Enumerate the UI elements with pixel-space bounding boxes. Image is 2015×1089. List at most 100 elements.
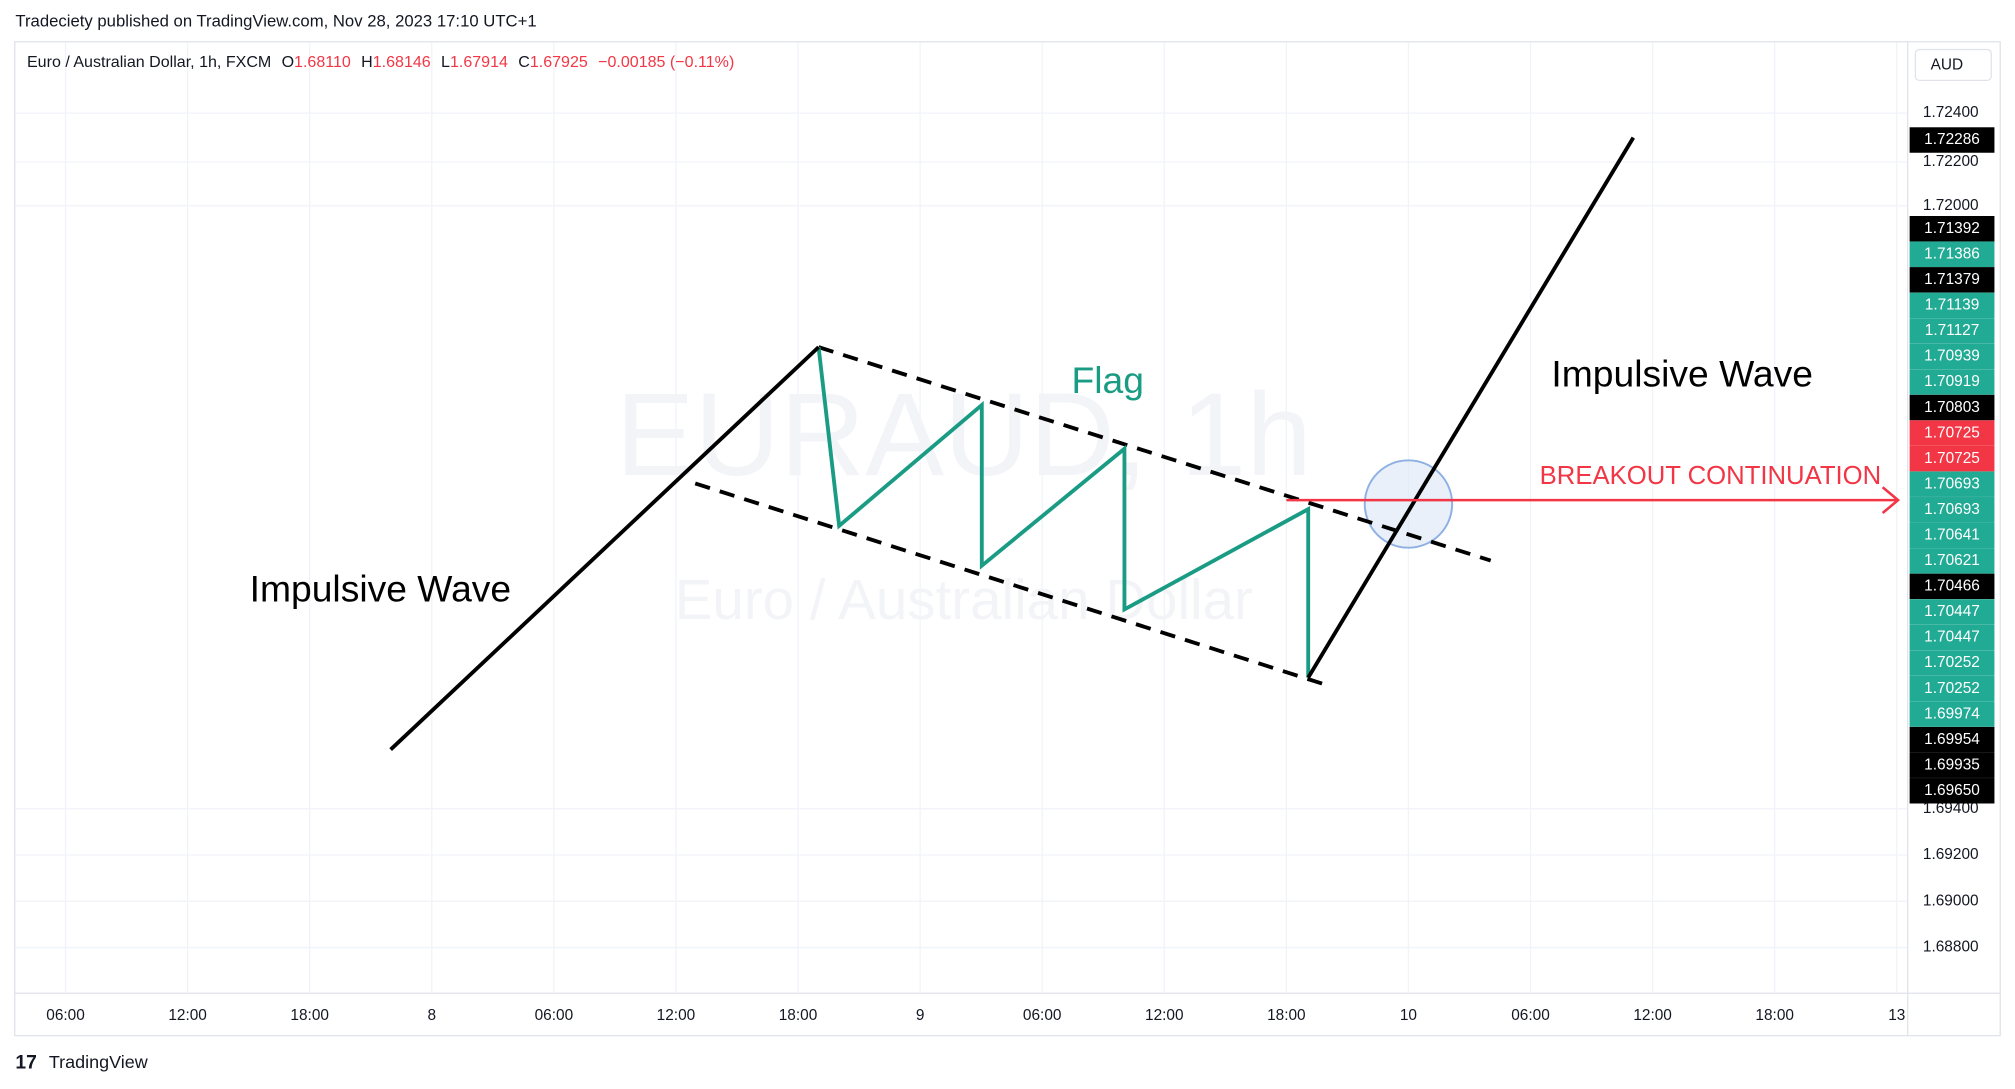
price-label-box <box>1909 318 1995 344</box>
price-tick-label: 1.72000 <box>1923 197 1979 214</box>
time-tick-label: 13 <box>1888 1007 1905 1024</box>
price-label: 1.69954 <box>1924 731 1980 748</box>
legend-change: −0.00185 (−0.11%) <box>598 53 734 71</box>
price-label-box <box>1909 778 1995 804</box>
price-label: 1.70252 <box>1924 680 1980 697</box>
price-label: 1.69935 <box>1924 756 1980 773</box>
price-label-box <box>1909 420 1995 446</box>
time-tick-label: 12:00 <box>657 1007 696 1024</box>
time-tick-label: 12:00 <box>1145 1007 1184 1024</box>
price-label: 1.69974 <box>1924 705 1980 722</box>
price-label: 1.70693 <box>1924 475 1980 492</box>
footer-brand: TradingView <box>49 1052 149 1072</box>
price-label-box <box>1909 548 1995 574</box>
price-label-box <box>1909 726 1995 753</box>
time-tick-label: 9 <box>916 1007 925 1024</box>
price-label: 1.70447 <box>1924 603 1980 620</box>
watermark-symbol: EURAUD, 1h <box>616 369 1312 501</box>
price-label-box <box>1909 394 1995 421</box>
price-label-box <box>1909 752 1995 778</box>
legend-value: 1.67925 <box>530 53 588 71</box>
time-tick-label: 8 <box>427 1007 436 1024</box>
time-tick-label: 18:00 <box>1755 1007 1794 1024</box>
flag-lower-line <box>694 481 1329 688</box>
legend-value: 1.68146 <box>373 53 431 71</box>
currency-label[interactable]: AUD <box>1931 57 1964 74</box>
price-label: 1.70447 <box>1924 629 1980 646</box>
footer-logo: 17 <box>15 1052 36 1073</box>
legend-label: O <box>282 53 294 71</box>
time-tick-label: 06:00 <box>46 1007 85 1024</box>
annotation-flag: Flag <box>1071 359 1143 401</box>
price-label-box <box>1909 127 1995 153</box>
price-label: 1.72286 <box>1924 131 1980 148</box>
chart-frame <box>14 41 2001 1037</box>
watermark-description: Euro / Australian Dollar <box>675 568 1253 631</box>
price-tick-label: 1.72400 <box>1923 104 1979 121</box>
price-label-box <box>1909 343 1995 370</box>
price-label-box <box>1909 701 1995 727</box>
legend-value: 1.67914 <box>450 53 508 71</box>
time-tick-label: 18:00 <box>1267 1007 1306 1024</box>
price-label-box <box>1909 216 1995 242</box>
time-tick-label: 10 <box>1400 1007 1417 1024</box>
flag-upper-line <box>818 345 1492 563</box>
price-label: 1.70919 <box>1924 373 1980 390</box>
price-tick-label: 1.72200 <box>1923 153 1979 170</box>
header-title: Tradeciety published on TradingView.com,… <box>15 11 536 30</box>
price-tick-label: 1.69200 <box>1923 846 1979 863</box>
price-label-box <box>1909 471 1995 497</box>
price-tick-label: 1.68800 <box>1923 939 1979 956</box>
price-label: 1.70641 <box>1924 526 1980 543</box>
price-label-box <box>1909 624 1995 651</box>
price-label: 1.71379 <box>1924 271 1980 288</box>
price-label: 1.70725 <box>1924 424 1980 441</box>
impulse-line <box>1306 136 1635 679</box>
legend-value: 1.68110 <box>294 53 351 71</box>
annotation-impulse: Impulsive Wave <box>1551 353 1813 395</box>
price-label: 1.70466 <box>1924 578 1980 595</box>
price-label: 1.70803 <box>1924 399 1980 416</box>
annotation-impulse: Impulsive Wave <box>250 567 512 609</box>
price-label-box <box>1909 267 1995 293</box>
price-label-box <box>1909 573 1995 600</box>
price-label-box <box>1909 599 1995 625</box>
price-label-box <box>1909 445 1995 472</box>
scales: 1.72400 1.72200 1.72000 1.69400 1.69200 1.690… <box>46 104 1995 1024</box>
price-label-box <box>1909 497 1995 523</box>
impulse-line <box>389 345 820 751</box>
time-tick-label: 06:00 <box>1023 1007 1062 1024</box>
annotation-breakout: BREAKOUT CONTINUATION <box>1540 462 1881 490</box>
time-tick-label: 06:00 <box>535 1007 574 1024</box>
price-label: 1.70693 <box>1924 501 1980 518</box>
legend-label: H <box>361 53 373 71</box>
price-label: 1.70252 <box>1924 654 1980 671</box>
price-tick-label: 1.69400 <box>1923 800 1979 817</box>
time-tick-label: 06:00 <box>1511 1007 1550 1024</box>
time-tick-label: 12:00 <box>1633 1007 1672 1024</box>
time-tick-label: 12:00 <box>168 1007 207 1024</box>
grid <box>15 42 1908 993</box>
price-label-box <box>1909 650 1995 676</box>
legend-symbol: Euro / Australian Dollar, 1h, FXCM <box>27 53 271 71</box>
price-label: 1.71127 <box>1925 322 1980 339</box>
price-label: 1.71392 <box>1924 220 1980 237</box>
arrow-head <box>1881 486 1901 514</box>
price-label: 1.69650 <box>1924 782 1980 799</box>
legend: Euro / Australian Dollar, 1h, FXCM O1.681… <box>27 53 734 71</box>
price-label: 1.70621 <box>1924 552 1980 569</box>
currency-button[interactable] <box>1914 48 1992 81</box>
price-label-box <box>1909 292 1995 319</box>
time-tick-label: 18:00 <box>779 1007 818 1024</box>
price-label-box <box>1909 522 1995 549</box>
flag-zigzag <box>816 346 1311 678</box>
legend-label: L <box>441 53 450 71</box>
price-label: 1.71139 <box>1925 297 1980 314</box>
price-label: 1.70939 <box>1924 348 1980 365</box>
legend-label: C <box>518 53 530 71</box>
time-tick-label: 18:00 <box>290 1007 329 1024</box>
price-label-box <box>1909 369 1995 395</box>
price-label: 1.70725 <box>1924 450 1980 467</box>
